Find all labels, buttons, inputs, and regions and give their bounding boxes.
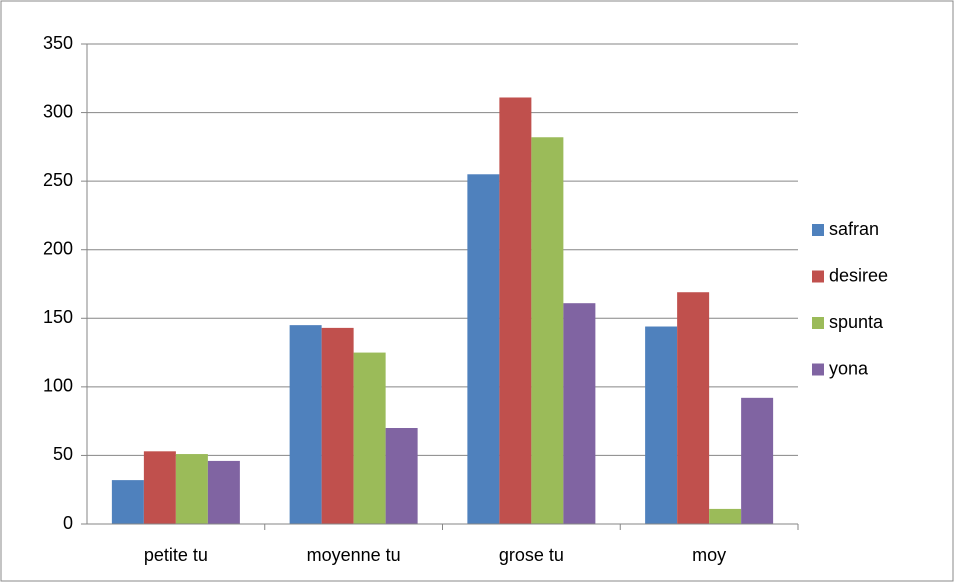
legend-label: desiree xyxy=(829,265,888,285)
bar xyxy=(321,327,354,524)
bar xyxy=(645,326,678,524)
y-tick-label: 50 xyxy=(53,444,73,464)
bar xyxy=(353,352,386,524)
x-tick-label: moy xyxy=(692,545,726,565)
y-tick-label: 200 xyxy=(43,238,73,258)
bar xyxy=(741,397,774,524)
bar xyxy=(207,460,240,524)
bar xyxy=(709,508,742,524)
legend-swatch xyxy=(812,224,824,236)
x-tick-label: moyenne tu xyxy=(307,545,401,565)
y-tick-label: 100 xyxy=(43,376,73,396)
legend-swatch xyxy=(812,363,824,376)
y-tick-label: 350 xyxy=(43,33,73,53)
bar xyxy=(385,428,418,524)
bar xyxy=(467,174,500,525)
bar xyxy=(677,292,710,524)
bar xyxy=(563,303,596,524)
x-tick-label: grose tu xyxy=(499,545,564,565)
legend-label: safran xyxy=(829,219,879,239)
y-tick-label: 150 xyxy=(43,307,73,327)
legend-swatch xyxy=(812,270,824,283)
legend-label: yona xyxy=(829,358,869,378)
y-tick-label: 300 xyxy=(43,101,73,121)
x-tick-label: petite tu xyxy=(144,545,208,565)
bar xyxy=(531,137,564,524)
legend-label: spunta xyxy=(829,312,884,332)
bar xyxy=(175,454,208,524)
legend-swatch xyxy=(812,317,824,329)
bar xyxy=(289,325,322,524)
bar xyxy=(499,97,532,524)
bar xyxy=(111,480,144,524)
y-tick-label: 250 xyxy=(43,170,73,190)
bar xyxy=(143,451,176,524)
y-tick-label: 0 xyxy=(63,513,73,533)
